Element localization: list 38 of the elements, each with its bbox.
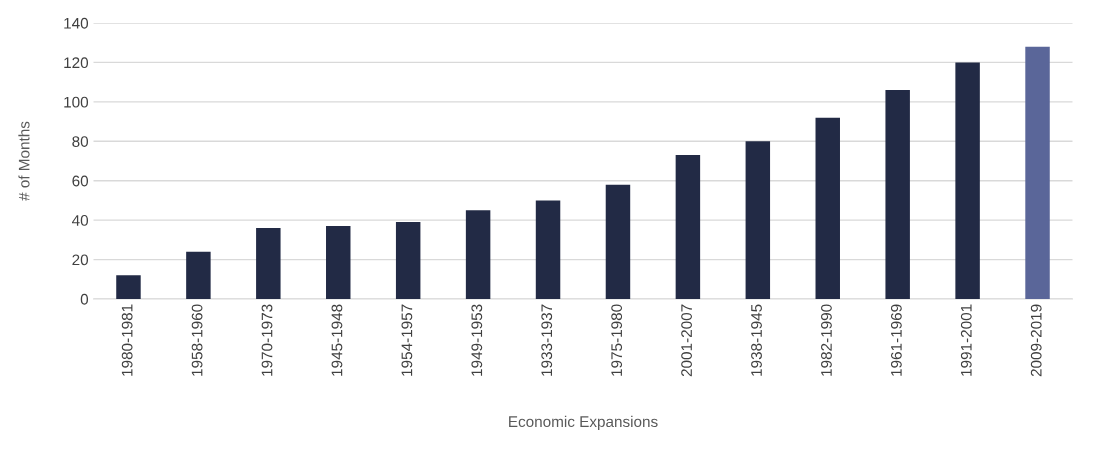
x-tick-label: 1954-1957 [401, 304, 413, 376]
bar [815, 117, 840, 299]
bar [256, 228, 281, 299]
x-axis-title: Economic Expansions [509, 415, 658, 431]
x-tick-label: 1961-1969 [890, 304, 902, 376]
x-tick-label: 1970-1973 [261, 304, 273, 376]
x-tick-label: 2001-2007 [681, 304, 692, 377]
y-tick-label: 40 [72, 215, 89, 226]
y-tick-label: 80 [72, 136, 89, 147]
x-tick-label: 1945-1948 [331, 304, 343, 376]
bar [605, 184, 631, 299]
bar [465, 210, 491, 299]
bar [326, 226, 351, 299]
x-tick-label: 1949-1953 [471, 304, 483, 376]
x-tick-label: 2009-2019 [1030, 304, 1042, 377]
x-tick-label: 1991-2001 [960, 304, 972, 376]
bar [535, 200, 561, 299]
y-tick-label: 60 [72, 175, 89, 187]
y-tick-label: 0 [80, 293, 89, 305]
y-axis-title: # of Months [18, 121, 30, 201]
x-tick-label: 1933-1937 [541, 304, 553, 376]
bar [186, 251, 211, 299]
y-tick-label: 100 [64, 96, 89, 108]
x-tick-label: 1982-1990 [821, 304, 832, 376]
y-tick-label: 120 [64, 57, 89, 69]
x-tick-label: 1975-1980 [611, 304, 623, 376]
bar [745, 141, 771, 299]
y-tick-label: 140 [64, 17, 89, 29]
bar [395, 222, 421, 299]
bar [116, 275, 141, 299]
bar [1025, 46, 1050, 299]
bar [675, 155, 701, 299]
x-tick-label: 1958-1960 [191, 304, 203, 376]
x-tick-label: 1938-1945 [751, 304, 762, 376]
y-tick-label: 20 [72, 254, 89, 266]
x-tick-label: 1980-1981 [121, 304, 133, 376]
bar [885, 90, 910, 299]
bar [955, 62, 980, 299]
